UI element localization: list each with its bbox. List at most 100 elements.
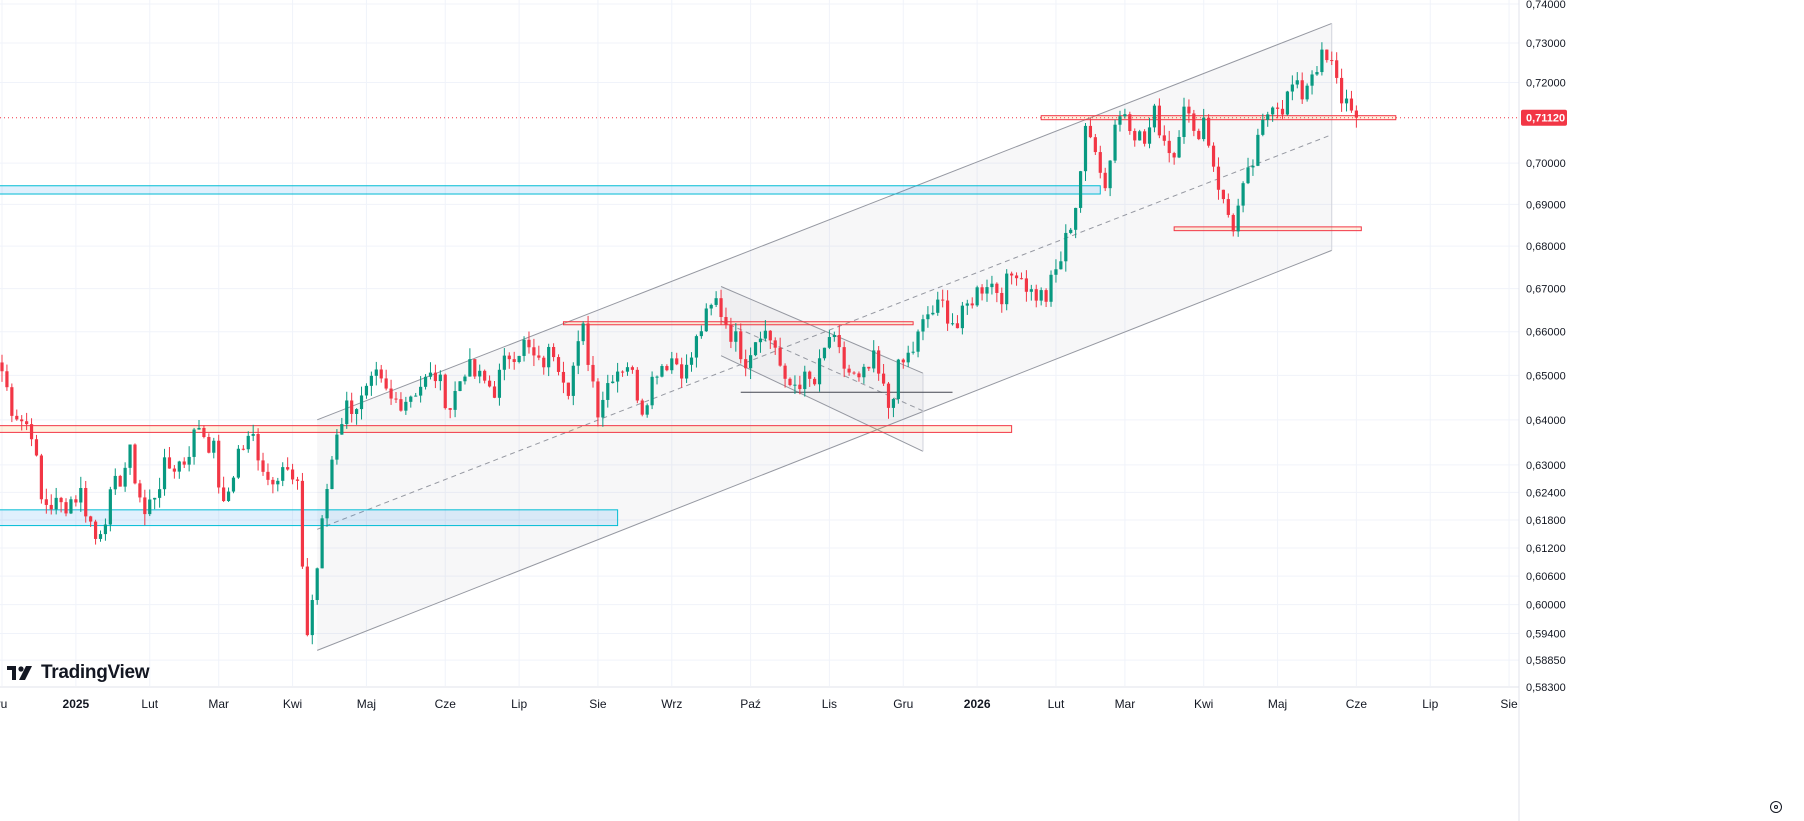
candle-up [1118,116,1122,125]
time-tick-label: Maj [357,697,376,711]
demand-zone [0,509,619,527]
candle-down [532,347,536,356]
candle-down [1226,199,1230,215]
time-tick-label: Sie [1500,697,1518,711]
candle-down [29,424,34,440]
candle-up [1256,134,1260,166]
candle-up [1083,125,1088,172]
candle-up [502,355,506,370]
candle-up [310,600,314,636]
candle-down [1275,107,1280,109]
candle-down [886,383,891,408]
candle-up [960,305,964,329]
candle-down [744,359,748,369]
candle-up [1069,229,1073,233]
candle-down [852,372,856,374]
candle-down [379,369,383,379]
candle-down [172,468,176,472]
candle-down [1098,152,1102,173]
candle-down [1211,145,1216,167]
candle-down [138,483,142,498]
candle-down [1014,275,1019,279]
candle-down [946,300,950,324]
current-price-badge-bg [1521,109,1567,126]
candle-down [20,419,24,422]
candle-down [537,355,541,358]
candle-up [148,499,152,515]
candle-up [177,461,181,472]
time-axis[interactable]: ru 2025 Lut Mar Kwi Maj Cze Lip Sie Wrz Paź Lis Gru 2… [0,686,1519,711]
candle-up [911,351,915,353]
candle-up [276,480,280,485]
candle-up [709,304,713,309]
candle-down [222,487,226,502]
candle-down [1010,273,1014,276]
candle-down [783,365,787,379]
candle-down [207,436,211,453]
candle-up [187,456,191,465]
candle-down [394,398,398,400]
candle-down [507,355,511,360]
candle-up [1305,85,1309,100]
candle-up [330,459,334,489]
price-tick-label: 0,63000 [1526,460,1566,472]
brand-name: TradingView [41,662,150,683]
candle-up [1246,167,1250,184]
candle-up [694,336,699,358]
candle-up [547,346,551,368]
candle-down [877,350,881,374]
price-tick-label: 0,61800 [1526,515,1566,527]
price-tick-label: 0,61200 [1526,543,1566,555]
candle-up [113,475,117,490]
candle-up [1123,114,1127,117]
candle-down [0,362,4,372]
price-tick-label: 0,69000 [1526,199,1566,211]
candle-down [483,370,487,381]
candle-down [300,480,305,567]
candle-up [601,399,605,418]
candle-down [970,303,974,306]
candle-up [497,369,502,398]
time-tick-label: Wrz [661,697,682,711]
gear-icon[interactable] [1770,801,1782,813]
candle-up [335,434,339,460]
candle-down [1231,214,1235,232]
time-tick-label: Lis [822,697,837,711]
candle-down [1133,131,1137,141]
candle-up [79,488,83,503]
candle-up [355,409,359,414]
candle-down [15,415,19,420]
candle-down [773,340,777,348]
candle-up [921,319,925,332]
candle-down [1034,289,1038,301]
candle-up [369,375,373,386]
candle-down [271,479,275,485]
candle-up [931,312,935,315]
price-tick-label: 0,74000 [1526,0,1566,11]
candle-up [340,424,344,435]
candle-down [665,366,669,371]
candle-up [158,489,162,498]
supply-zone [0,425,1013,433]
candle-down [295,479,300,481]
candle-up [689,357,694,365]
candle-down [1143,131,1147,144]
candle-down [635,369,639,401]
candle-up [1064,232,1068,262]
candle-down [89,516,93,522]
candle-up [69,499,73,514]
time-tick-label: Cze [1346,697,1368,711]
candle-down [44,499,48,505]
price-tick-label: 0,62400 [1526,487,1566,499]
candle-down [768,330,772,341]
candle-up [419,386,423,396]
price-tick-label: 0,58300 [1526,682,1566,694]
candle-down [1172,153,1176,158]
candle-up [1241,183,1245,206]
candle-up [54,497,58,510]
tradingview-logo[interactable]: TradingView [7,662,150,684]
candle-up [684,364,689,379]
candle-up [758,338,763,343]
price-axis[interactable]: 0,74000 0,73000 0,72000 0,70000 0,69000 0,680… [1518,0,1566,821]
